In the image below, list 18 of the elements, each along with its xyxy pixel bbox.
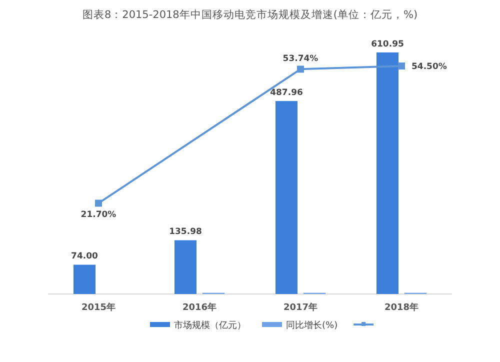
data-label: 53.74% — [282, 54, 319, 64]
data-label: 487.96 — [270, 88, 303, 98]
x-tick-label: 2018年 — [384, 302, 419, 313]
bar — [74, 264, 96, 294]
x-tick-label: 2015年 — [81, 302, 116, 313]
data-label: 21.70% — [80, 210, 117, 220]
legend-label: 市场规模（亿元） — [174, 320, 246, 331]
bar — [174, 240, 196, 294]
bar — [376, 52, 398, 294]
data-label: 610.95 — [371, 39, 404, 50]
data-label: 54.50% — [412, 62, 448, 72]
chart-title: 图表8：2015-2018年中国移动电竞市场规模及增速(单位：亿元，%) — [82, 8, 418, 21]
data-label: 135.98 — [169, 227, 202, 238]
legend-label: 同比增长(%) — [286, 320, 338, 331]
data-label: 74.00 — [71, 252, 98, 262]
x-tick-label: 2017年 — [283, 302, 318, 313]
x-tick-label: 2016年 — [182, 302, 217, 313]
bar — [276, 101, 298, 294]
